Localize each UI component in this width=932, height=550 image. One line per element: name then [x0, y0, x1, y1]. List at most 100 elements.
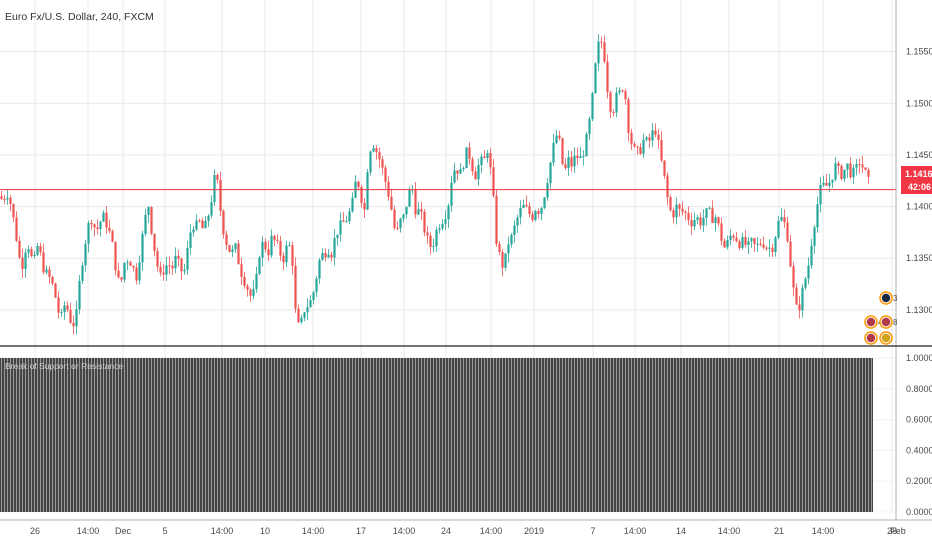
candle-body — [555, 135, 558, 143]
candle — [306, 298, 309, 320]
candle-body — [486, 153, 489, 159]
indicator-bar — [534, 358, 537, 512]
candle-body — [399, 218, 402, 229]
indicator-bar — [21, 358, 24, 512]
indicator-bar — [531, 358, 534, 512]
candle — [855, 159, 858, 176]
indicator-bar — [117, 358, 120, 512]
time-tick-label: 14:00 — [302, 526, 325, 536]
indicator-bar — [360, 358, 363, 512]
indicator-bar — [678, 358, 681, 512]
candle — [798, 295, 801, 319]
candle-body — [597, 41, 600, 64]
candle — [120, 276, 123, 283]
candlestick-series[interactable] — [0, 34, 870, 335]
candle-body — [150, 207, 153, 234]
candle-body — [489, 153, 492, 168]
candle-body — [501, 251, 504, 268]
candle — [531, 210, 534, 223]
candle — [792, 261, 795, 297]
event-icon-5[interactable] — [879, 331, 893, 345]
time-tick-label: 14:00 — [393, 526, 416, 536]
candle-body — [855, 164, 858, 168]
candle — [33, 250, 36, 259]
indicator-bar — [717, 358, 720, 512]
candle — [69, 302, 72, 325]
candle-body — [261, 241, 264, 258]
indicator-bar — [336, 358, 339, 512]
candle — [81, 262, 84, 285]
candle — [93, 223, 96, 237]
candle — [300, 314, 303, 325]
candle — [288, 241, 291, 247]
candle-body — [591, 92, 594, 120]
candle — [684, 209, 687, 221]
candle-body — [279, 240, 282, 256]
indicator-bar — [273, 358, 276, 512]
candle-body — [162, 272, 165, 275]
indicator-bar — [378, 358, 381, 512]
event-icon-3[interactable]: 8 — [879, 315, 898, 329]
candle-body — [303, 312, 306, 318]
candle — [15, 211, 18, 243]
indicator-bar — [183, 358, 186, 512]
indicator-tick-label: 0.8000 — [906, 384, 932, 394]
indicator-bar — [849, 358, 852, 512]
candle — [822, 175, 825, 188]
indicator-bar — [624, 358, 627, 512]
candle — [696, 214, 699, 225]
candle-body — [789, 241, 792, 267]
candle — [360, 184, 363, 208]
candle-body — [108, 227, 111, 232]
candle-body — [441, 223, 444, 229]
candle — [438, 224, 441, 234]
candle — [312, 290, 315, 305]
candle-body — [783, 217, 786, 223]
indicator-bar — [126, 358, 129, 512]
candle — [255, 266, 258, 293]
candle-body — [672, 210, 675, 218]
candle-body — [504, 253, 507, 268]
candle-body — [417, 209, 420, 215]
indicator-bar — [495, 358, 498, 512]
indicator-bar — [702, 358, 705, 512]
candle — [390, 188, 393, 211]
candle — [48, 265, 51, 284]
candle-body — [300, 317, 303, 323]
event-icons[interactable]: 348 — [864, 291, 898, 345]
candle-body — [42, 252, 45, 273]
candle — [681, 201, 684, 216]
candle-body — [813, 227, 816, 246]
candle-body — [105, 212, 108, 228]
candle — [270, 229, 273, 258]
candle-body — [471, 158, 474, 172]
indicator-bar — [393, 358, 396, 512]
indicator-bar — [759, 358, 762, 512]
candle-body — [9, 197, 12, 205]
candle — [657, 128, 660, 149]
candle-body — [777, 220, 780, 238]
indicator-bar — [237, 358, 240, 512]
time-tick-label: Feb — [890, 526, 906, 536]
candle — [261, 236, 264, 267]
candle — [741, 232, 744, 250]
candle — [588, 116, 591, 141]
candle-body — [723, 240, 726, 248]
candle-body — [72, 322, 75, 327]
candle-body — [294, 265, 297, 309]
candle-body — [186, 248, 189, 270]
candle-body — [51, 276, 54, 284]
candle — [0, 191, 3, 201]
candle-body — [795, 287, 798, 305]
event-icon-1[interactable]: 3 — [879, 291, 898, 305]
indicator-bar — [765, 358, 768, 512]
indicator-bar — [735, 358, 738, 512]
indicator-bar — [165, 358, 168, 512]
candle — [54, 282, 57, 298]
candle-body — [54, 283, 57, 298]
indicator-bar — [366, 358, 369, 512]
indicator-bars[interactable] — [0, 358, 873, 512]
event-icon-4[interactable] — [864, 331, 878, 345]
candle-body — [33, 254, 36, 257]
candle-body — [540, 207, 543, 214]
